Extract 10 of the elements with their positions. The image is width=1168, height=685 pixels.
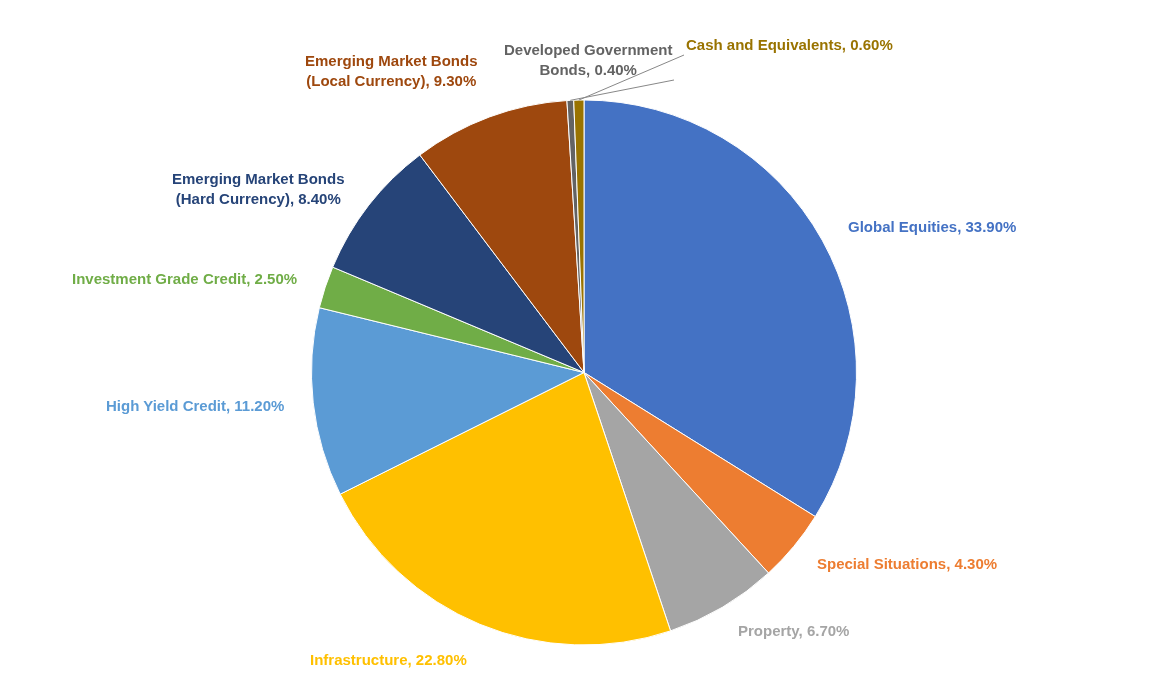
slice-label: Infrastructure, 22.80% [310, 651, 467, 668]
slice-label: Emerging Market Bonds (Hard Currency), 8.40% [172, 170, 345, 207]
slice-label: Global Equities, 33.90% [848, 218, 1017, 235]
slice-label: Property, 6.70% [738, 622, 850, 639]
slice-label: Emerging Market Bonds (Local Currency), 9.30% [305, 52, 478, 89]
slice-label: Special Situations, 4.30% [817, 555, 998, 572]
slice-label: Developed Government Bonds, 0.40% [504, 41, 673, 78]
slice-label: High Yield Credit, 11.20% [106, 397, 285, 414]
slice-label: Investment Grade Credit, 2.50% [72, 270, 298, 287]
slice-label: Cash and Equivalents, 0.60% [686, 36, 893, 53]
